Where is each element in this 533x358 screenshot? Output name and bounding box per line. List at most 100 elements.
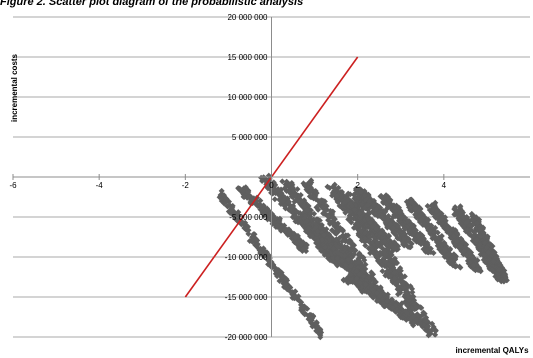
scatter-point — [418, 304, 425, 311]
scatter-point — [432, 331, 439, 338]
y-tick-label: -5 000 000 — [229, 213, 268, 222]
y-tick-label: 15 000 000 — [227, 53, 268, 62]
scatter-point — [317, 334, 324, 341]
scatter-point — [266, 252, 273, 259]
scatter-point — [299, 303, 306, 310]
scatter-point — [362, 242, 369, 249]
scatter-point — [248, 237, 255, 244]
scatter-point — [292, 192, 299, 199]
scatter-point — [224, 203, 231, 210]
scatter-point — [261, 210, 268, 217]
scatter-point — [367, 250, 374, 257]
scatter-point — [254, 237, 261, 244]
x-tick-label: -6 — [9, 181, 17, 190]
scatter-point — [257, 202, 264, 209]
scatter-point — [254, 241, 261, 248]
scatter-point — [289, 203, 296, 210]
y-tick-label: -15 000 000 — [225, 293, 268, 302]
scatter-point — [293, 240, 300, 247]
scatter-point — [278, 190, 285, 197]
scatter-point — [334, 225, 341, 232]
scatter-point — [331, 216, 338, 223]
scatter-point — [286, 230, 293, 237]
scatter-point — [355, 259, 362, 266]
scatter-point — [283, 275, 290, 282]
scatter-point — [292, 288, 299, 295]
scatter-point — [257, 197, 264, 204]
scatter-point — [319, 204, 326, 211]
scatter-point — [218, 187, 225, 194]
scatter-point — [286, 226, 293, 233]
scatter-point — [323, 203, 330, 210]
scatter-point — [313, 204, 320, 211]
scatter-point — [313, 190, 320, 197]
scatter-point — [304, 206, 311, 213]
scatter-point — [271, 196, 278, 203]
y-axis-title: incremental costs — [10, 53, 19, 122]
scatter-point — [223, 195, 230, 202]
scatter-point — [307, 315, 314, 322]
x-tick-label: -4 — [96, 181, 104, 190]
scatter-point — [293, 208, 300, 215]
scatter-point — [321, 198, 328, 205]
scatter-point — [356, 250, 363, 257]
scatter-point — [313, 327, 320, 334]
scatter-point — [370, 249, 377, 256]
scatter-point — [291, 293, 298, 300]
scatter-point — [350, 251, 357, 258]
scatter-point — [301, 182, 308, 189]
scatter-point — [307, 193, 314, 200]
figure-caption: Figure 2. Scatter plot diagram of the pr… — [0, 0, 304, 8]
y-tick-label: 5 000 000 — [232, 133, 268, 142]
scatter-point — [273, 268, 280, 275]
scatter-point — [274, 222, 281, 229]
scatter-point — [314, 322, 321, 329]
y-tick-label: -20 000 000 — [225, 333, 268, 342]
scatter-point — [278, 198, 285, 205]
scatter-point — [243, 185, 250, 192]
scatter-point — [229, 204, 236, 211]
scatter-point — [362, 229, 369, 236]
scatter-point — [327, 207, 334, 214]
scatter-point — [331, 222, 338, 229]
scatter-point — [311, 210, 318, 217]
scatter-point — [269, 262, 276, 269]
scatter-point — [326, 184, 333, 191]
scatter-point — [324, 213, 331, 220]
scatter-point — [294, 186, 301, 193]
y-tick-label: 20 000 000 — [227, 13, 268, 22]
scatter-point — [307, 188, 314, 195]
scatter-point — [335, 184, 342, 191]
scatter-point — [372, 278, 379, 285]
scatter-point — [339, 232, 346, 239]
scatter-points — [216, 172, 510, 341]
scatter-point — [300, 245, 307, 252]
scatter-point — [348, 219, 355, 226]
scatter-point — [274, 273, 281, 280]
scatter-point — [292, 218, 299, 225]
scatter-point — [378, 262, 385, 269]
y-tick-label: 10 000 000 — [227, 93, 268, 102]
scatter-point — [307, 210, 314, 217]
scatter-point — [370, 271, 377, 278]
scatter-point — [333, 230, 340, 237]
scatter-point — [221, 200, 228, 207]
scatter-point — [260, 245, 267, 252]
scatter-point — [249, 234, 256, 241]
scatter-point — [391, 275, 398, 282]
y-tick-label: -10 000 000 — [225, 253, 268, 262]
scatter-point — [398, 273, 405, 280]
scatter-point — [301, 311, 308, 318]
scatter-point — [379, 268, 386, 275]
scatter-point — [287, 207, 294, 214]
scatter-point — [245, 227, 252, 234]
scatter-point — [362, 261, 369, 268]
scatter-point — [339, 238, 346, 245]
scatter-point — [245, 230, 252, 237]
scatter-point — [282, 282, 289, 289]
scatter-point — [294, 197, 301, 204]
scatter-point — [331, 181, 338, 188]
scatter-point — [409, 289, 416, 296]
scatter-point — [298, 241, 305, 248]
scatter-point — [289, 184, 296, 191]
